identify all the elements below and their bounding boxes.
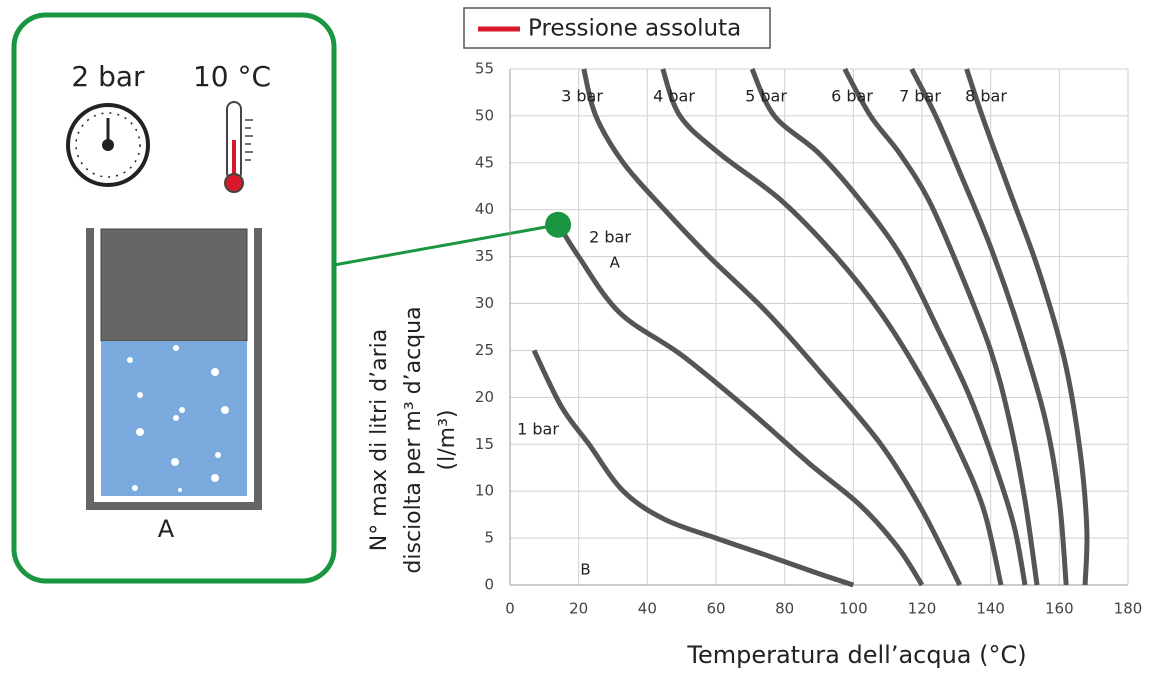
curve-label: 4 bar [653,87,695,106]
pressure-curve [909,67,1069,586]
y-tick-label: 0 [484,576,494,594]
pressure-curve [555,222,925,587]
thermometer-icon [224,101,253,193]
pressure-curve [842,67,1040,586]
y-tick-label: 10 [475,482,494,500]
x-axis-label: Temperatura dell’acqua (°C) [686,641,1026,669]
pressure-curve [749,67,1028,586]
y-tick-label: 5 [484,529,494,547]
y-tick-label: 45 [475,153,494,171]
y-tick-label: 30 [475,294,494,312]
curve-label: 6 bar [831,87,873,106]
panel-frame [11,12,337,584]
highlight-point [545,211,572,238]
y-tick-label: 20 [475,388,494,406]
y-tick-label: 25 [475,341,494,359]
annotation: B [580,560,590,578]
x-tick-label: 120 [908,600,937,618]
x-tick-label: 80 [775,600,794,618]
x-tick-label: 180 [1114,600,1143,618]
y-tick-label: 15 [475,435,494,453]
x-tick-label: 60 [706,600,725,618]
x-tick-label: 20 [569,600,588,618]
curve-label: 2 bar [589,228,631,247]
temperature-label: 10 °C [193,60,271,93]
y-tick-label: 50 [475,106,494,124]
x-tick-label: 40 [638,600,657,618]
y-tick-label: 40 [475,200,494,218]
x-tick-label: 160 [1045,600,1074,618]
y-tick-label: 55 [475,60,494,78]
pressure-label: 2 bar [71,60,145,93]
curve-label: 8 bar [965,87,1007,106]
curve-label: 3 bar [561,87,603,106]
y-tick-label: 35 [475,247,494,265]
pressure-curve [581,68,963,587]
annotation: A [610,254,621,272]
y-axis-label: disciolta per m³ d’acqua [401,306,426,573]
container-label: A [158,515,175,543]
x-tick-label: 140 [976,600,1005,618]
curve-label: 7 bar [899,87,941,106]
curve-label: 1 bar [517,420,559,439]
legend-label: Pressione assoluta [528,16,741,42]
legend: Pressione assoluta [463,7,771,49]
curve-label: 5 bar [745,87,787,106]
container-icon [86,228,262,510]
x-tick-label: 100 [839,600,868,618]
x-tick-label: 0 [505,600,515,618]
gauge-icon [66,103,150,187]
y-axis-label: (l/m³) [435,410,460,471]
pressure-curve [531,349,855,588]
y-axis-label: N° max di litri d’aria [367,329,392,552]
connector [333,223,558,267]
pressure-curve [964,68,1090,586]
pressure-curve [660,68,1004,586]
